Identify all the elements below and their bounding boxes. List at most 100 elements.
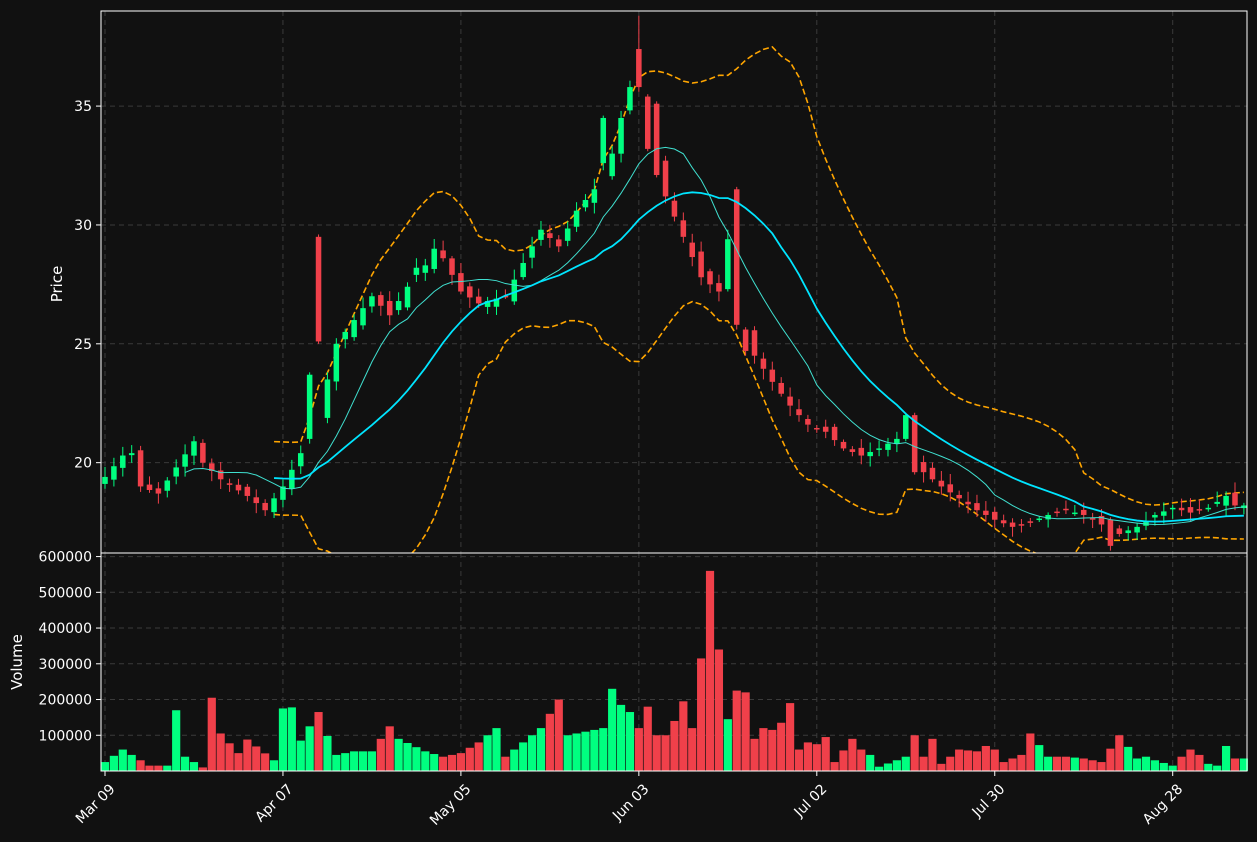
candle-body (751, 330, 758, 356)
volume-bar (189, 762, 199, 771)
candle-body (769, 369, 776, 382)
ma-fast-line (184, 146, 1244, 525)
candle-body (360, 308, 366, 326)
candle-body (858, 447, 865, 456)
candle-body (128, 453, 135, 456)
volume-bar (741, 692, 750, 771)
candle-body (1080, 509, 1087, 515)
volume-bar (198, 767, 207, 771)
volume-bar (305, 726, 314, 771)
candle-body (1134, 526, 1140, 533)
volume-bar (332, 754, 341, 771)
volume-bar (1115, 735, 1124, 771)
candle-body (876, 448, 882, 450)
price-candles (102, 15, 1247, 551)
volume-bar (278, 708, 288, 771)
candle-body (173, 467, 179, 477)
volume-bar (955, 749, 964, 771)
volume-bar (830, 762, 839, 771)
volume-bar (207, 697, 216, 771)
candle-body (787, 396, 793, 406)
volume-bar (465, 747, 474, 771)
volume-bar (679, 701, 688, 771)
candle-body (644, 96, 651, 149)
candle-body (1214, 501, 1220, 504)
volume-bar (225, 743, 234, 771)
volume-bar (919, 756, 928, 771)
candle-body (306, 374, 313, 439)
volume-bar (1150, 760, 1159, 771)
candle-body (636, 49, 642, 88)
volume-bar (367, 751, 377, 771)
candle-body (1089, 518, 1096, 520)
volume-bar (812, 744, 821, 771)
price-tick-label: 30 (74, 218, 92, 234)
volume-bar (750, 738, 759, 771)
candle-body (885, 443, 891, 450)
volume-bar (412, 747, 421, 771)
candle-body (120, 455, 126, 468)
volume-bar (714, 649, 724, 771)
candle-body (911, 415, 918, 473)
volume-axis-label: Volume (8, 634, 26, 690)
candle-body (1205, 507, 1212, 510)
volume-bar (643, 706, 652, 771)
candle-body (475, 296, 482, 304)
volume-bar (358, 751, 368, 771)
candle-body (1063, 508, 1069, 511)
volume-bar (572, 733, 581, 771)
volume-bar (581, 731, 590, 771)
volume-bar (100, 762, 110, 771)
candle-body (814, 427, 820, 430)
volume-bar (483, 735, 492, 771)
candle-body (467, 286, 473, 298)
candle-body (956, 494, 962, 499)
volume-bar (385, 726, 394, 771)
volume-bar (545, 713, 554, 771)
volume-bar (883, 763, 893, 771)
volume-bar (1035, 745, 1044, 771)
candle-body (404, 286, 411, 308)
volume-bar (1221, 745, 1231, 771)
candle-body (778, 382, 784, 394)
candle-body (591, 189, 598, 203)
volume-bar (287, 707, 296, 771)
volume-bar (1230, 758, 1240, 771)
candle-body (1000, 520, 1007, 524)
candle-body (742, 329, 749, 351)
volume-tick-label: 200000 (39, 693, 92, 709)
volume-bar (136, 760, 145, 771)
candle-body (707, 271, 713, 285)
candle-body (689, 242, 695, 258)
candle-body (716, 283, 722, 292)
candle-body (395, 301, 402, 311)
volume-bar (1106, 748, 1115, 771)
candle-body (235, 484, 242, 491)
candle-body (378, 295, 384, 306)
candle-body (947, 484, 954, 493)
volume-bar (803, 742, 812, 771)
candle-body (867, 451, 873, 457)
candle-body (449, 258, 455, 275)
candle-body (582, 199, 589, 208)
candle-body (1054, 511, 1060, 514)
volume-bar (341, 753, 350, 771)
volume-bar (536, 728, 546, 771)
volume-bar (821, 737, 830, 771)
candle-body (840, 441, 847, 449)
volume-bar (928, 738, 937, 771)
candle-body (831, 426, 838, 441)
candle-body (653, 103, 660, 176)
candle-body (983, 510, 989, 515)
volume-bar (563, 735, 572, 771)
volume-bar (777, 722, 786, 771)
volume-bar (937, 763, 946, 771)
volume-bar (1097, 762, 1106, 771)
volume-bar (732, 690, 741, 771)
volume-bar (972, 751, 982, 771)
volume-bar (527, 735, 537, 771)
candle-body (217, 470, 224, 480)
volume-bar (501, 756, 510, 771)
candle-body (493, 298, 500, 307)
volume-bar (759, 728, 768, 771)
